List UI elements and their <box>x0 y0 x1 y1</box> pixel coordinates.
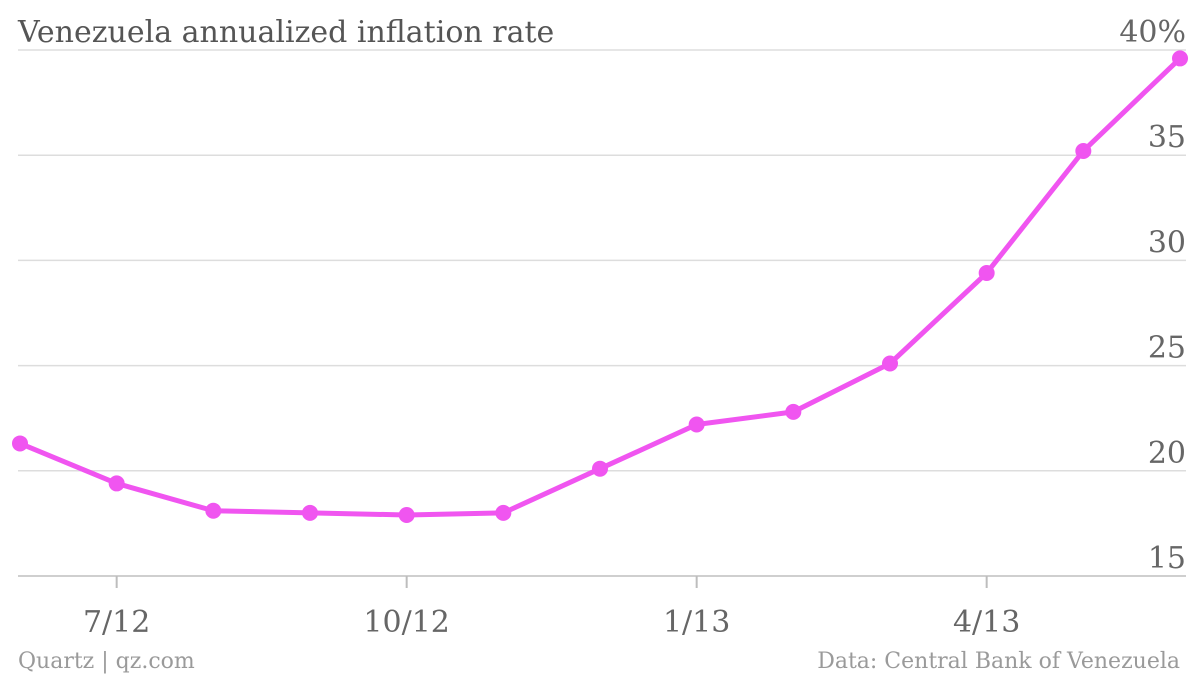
data-point <box>1075 142 1092 159</box>
y-axis-tick-labels: 15 20 25 30 35 40% <box>1119 15 1186 576</box>
data-point <box>882 355 898 372</box>
y-tick-label: 35 <box>1148 120 1186 155</box>
data-point <box>592 460 608 477</box>
y-tick-label: 25 <box>1148 331 1186 366</box>
x-axis: 7/12 10/12 1/13 4/13 <box>83 576 1020 640</box>
y-tick-label: 20 <box>1148 436 1186 471</box>
y-tick-label: 15 <box>1148 541 1186 576</box>
series-inflation <box>12 50 1188 523</box>
data-point <box>205 502 222 519</box>
data-point <box>785 403 802 420</box>
x-tick-label: 4/13 <box>953 605 1020 640</box>
x-tick-label: 7/12 <box>83 605 150 640</box>
data-point <box>1172 50 1188 67</box>
data-point <box>302 504 318 521</box>
series-line <box>17 55 1183 518</box>
x-tick-label: 10/12 <box>363 605 449 640</box>
footer-credit: Quartz | qz.com <box>18 649 195 674</box>
grid-lines <box>18 49 1186 577</box>
data-point <box>688 416 705 433</box>
y-tick-label: 30 <box>1148 225 1186 260</box>
footer-data-source: Data: Central Bank of Venezuela <box>817 649 1180 674</box>
data-point <box>12 435 28 452</box>
chart-title: Venezuela annualized inflation rate <box>17 15 554 50</box>
data-point <box>495 504 512 521</box>
y-tick-label: 40% <box>1119 15 1186 50</box>
x-tick-label: 1/13 <box>663 605 730 640</box>
data-point <box>978 265 995 282</box>
data-point <box>398 506 415 523</box>
data-point <box>108 475 125 492</box>
